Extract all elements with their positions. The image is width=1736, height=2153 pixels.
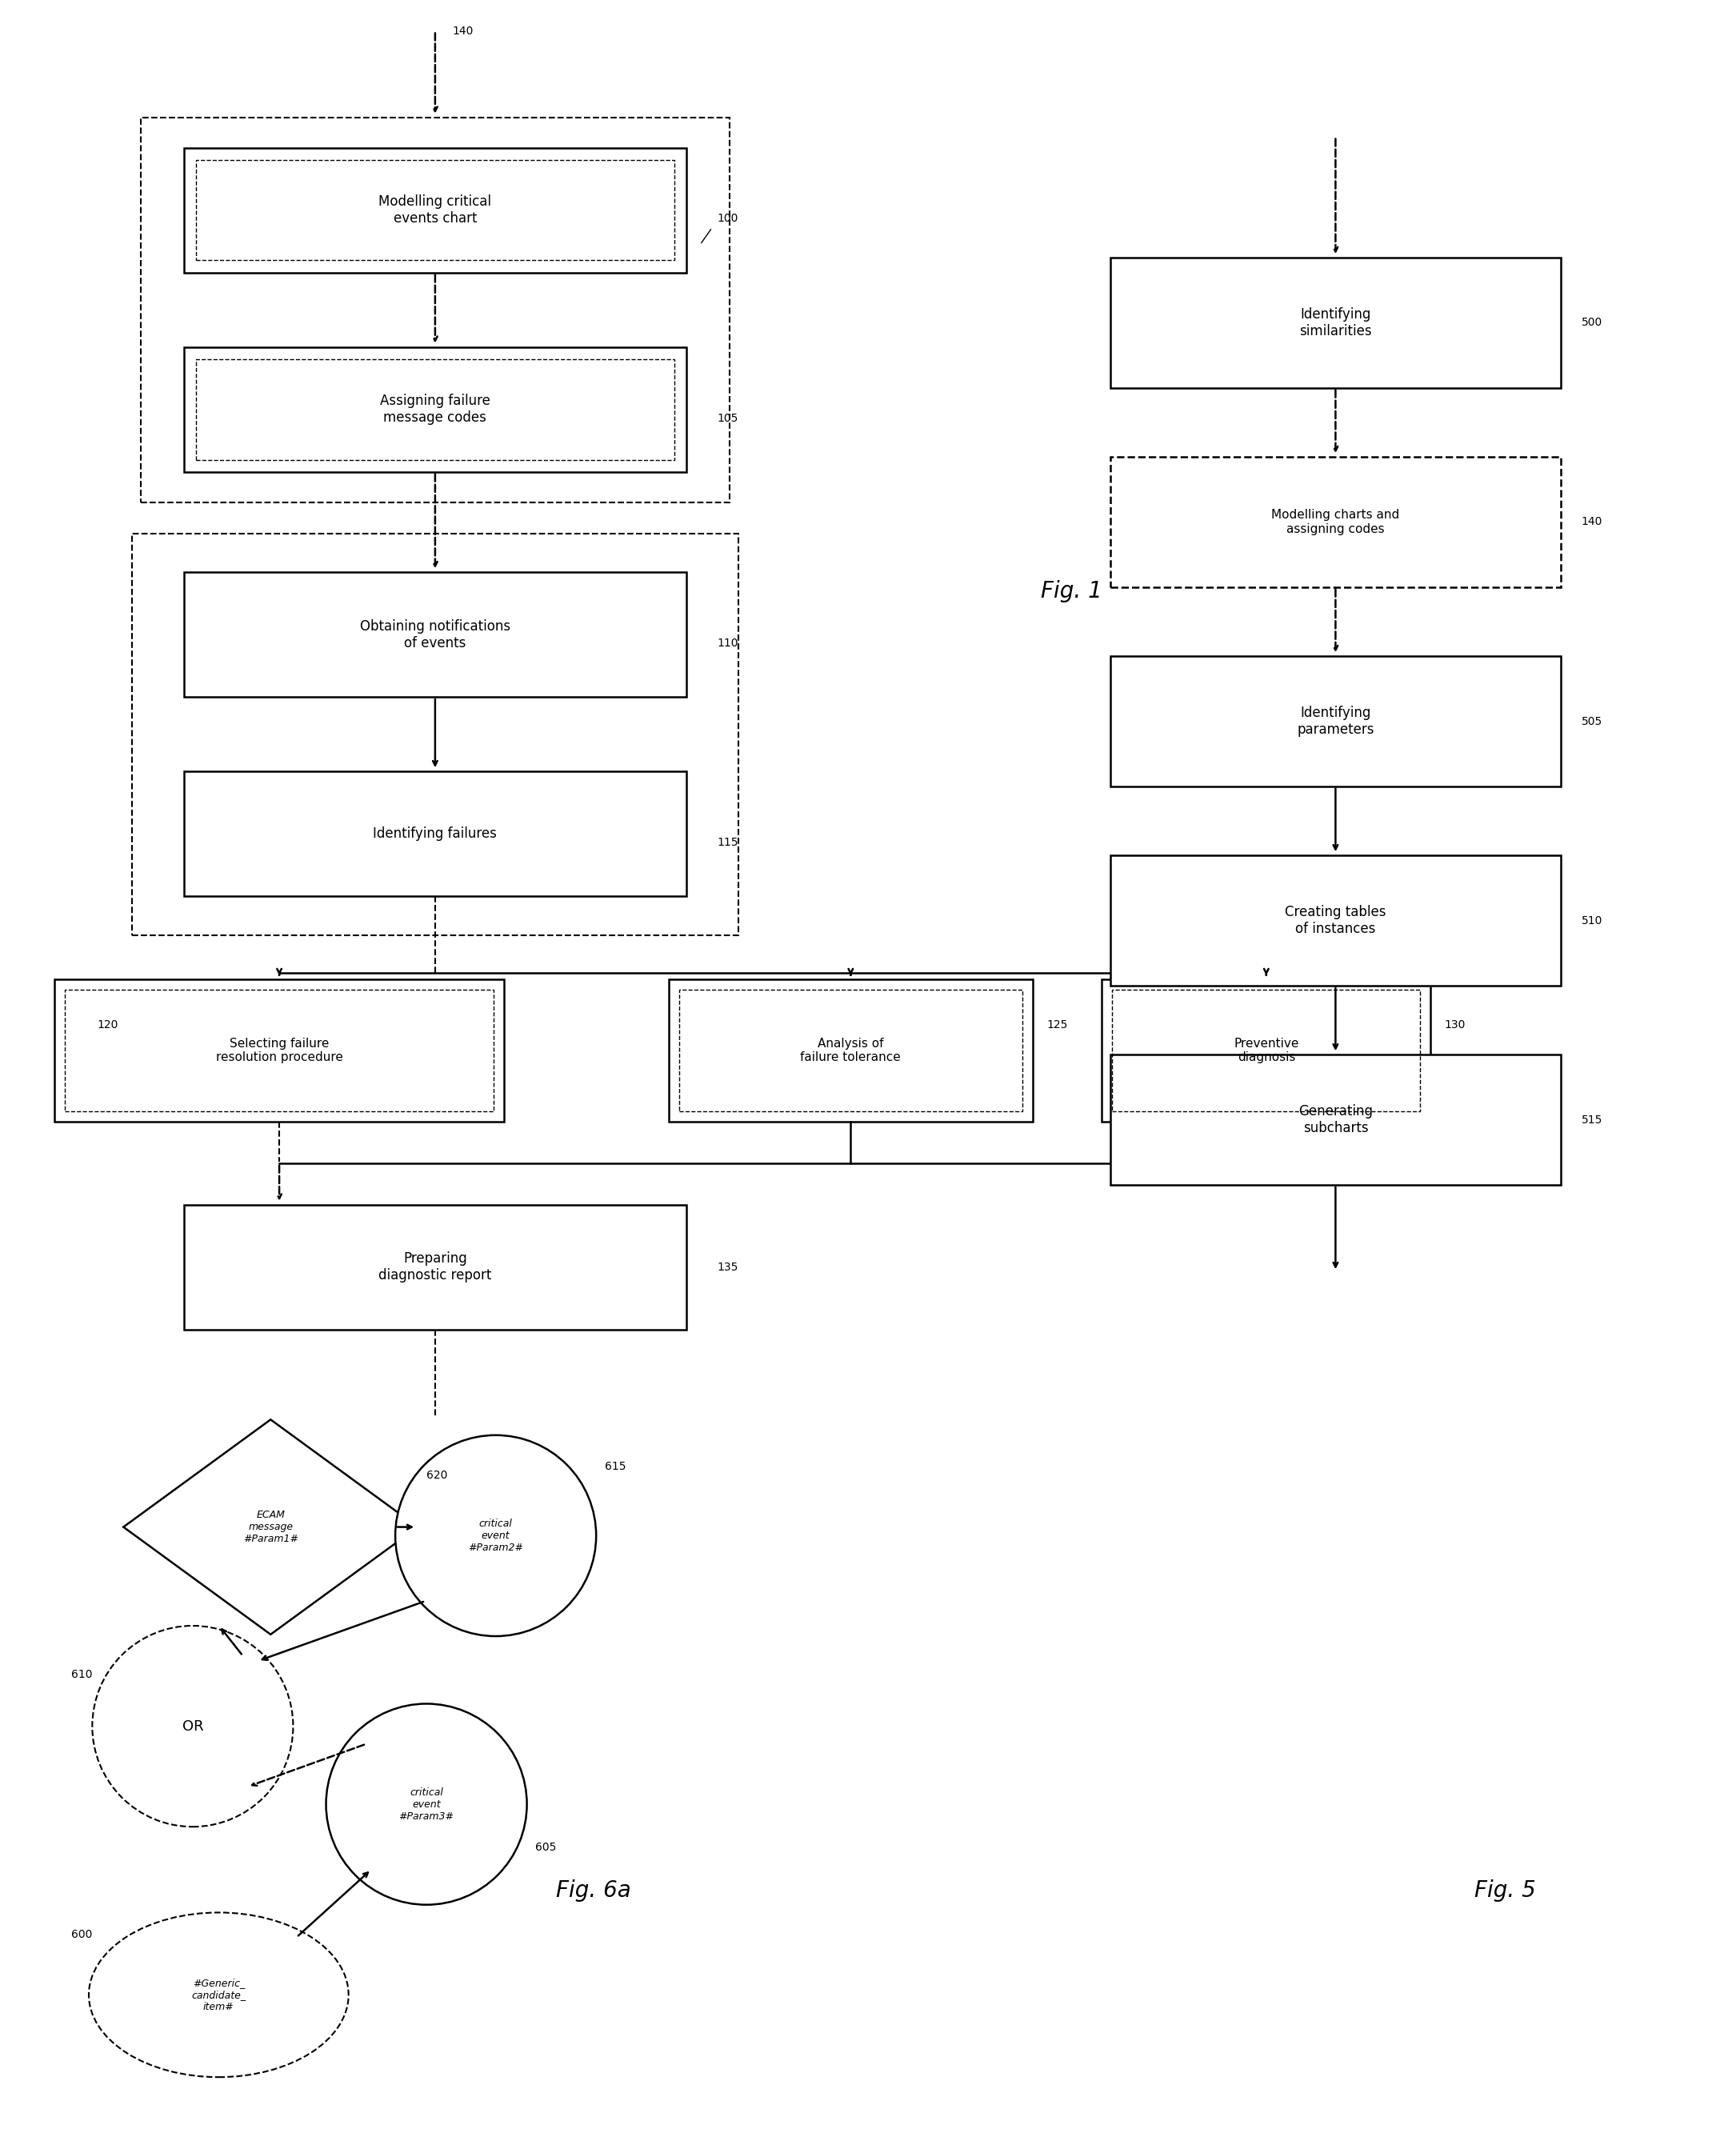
Text: 140: 140	[1581, 517, 1602, 527]
Text: Preparing
diagnostic report: Preparing diagnostic report	[378, 1251, 491, 1283]
Bar	[196, 159, 674, 261]
Text: 125: 125	[1047, 1018, 1068, 1029]
Text: 615: 615	[604, 1460, 627, 1473]
Text: 110: 110	[717, 637, 738, 648]
Text: Generating
subcharts: Generating subcharts	[1299, 1104, 1373, 1135]
Text: Identifying failures: Identifying failures	[373, 827, 496, 842]
Circle shape	[326, 1703, 528, 1905]
Bar	[196, 360, 674, 459]
Bar	[1111, 258, 1561, 388]
Bar	[64, 990, 495, 1111]
Text: #Generic_
candidate_
item#: #Generic_ candidate_ item#	[191, 1979, 247, 2013]
Ellipse shape	[89, 1912, 349, 2078]
Text: ECAM
message
#Param1#: ECAM message #Param1#	[243, 1509, 299, 1544]
Text: Modelling critical
events chart: Modelling critical events chart	[378, 194, 491, 226]
Text: Identifying
parameters: Identifying parameters	[1297, 706, 1375, 736]
Bar	[679, 990, 1023, 1111]
Text: Identifying
similarities: Identifying similarities	[1299, 308, 1371, 338]
Text: Assigning failure
message codes: Assigning failure message codes	[380, 394, 490, 424]
Bar	[132, 534, 738, 934]
Bar	[184, 347, 686, 472]
Text: Creating tables
of instances: Creating tables of instances	[1285, 904, 1385, 937]
Text: critical
event
#Param2#: critical event #Param2#	[469, 1518, 523, 1552]
Bar	[1111, 657, 1561, 786]
Text: 500: 500	[1581, 316, 1602, 329]
Bar	[1102, 980, 1430, 1122]
Bar	[54, 980, 505, 1122]
Bar	[141, 118, 729, 502]
Circle shape	[396, 1436, 595, 1636]
Bar	[1113, 990, 1420, 1111]
Text: Preventive
diagnosis: Preventive diagnosis	[1234, 1038, 1299, 1064]
Text: 605: 605	[535, 1843, 557, 1854]
Text: Modelling charts and
assigning codes: Modelling charts and assigning codes	[1271, 508, 1399, 534]
Bar	[1111, 1055, 1561, 1184]
Bar	[184, 149, 686, 273]
Text: 620: 620	[427, 1468, 448, 1481]
Text: 105: 105	[717, 413, 738, 424]
Text: 115: 115	[717, 838, 738, 848]
Text: Selecting failure
resolution procedure: Selecting failure resolution procedure	[215, 1038, 342, 1064]
Text: Fig. 5: Fig. 5	[1474, 1880, 1535, 1901]
Text: 135: 135	[717, 1262, 738, 1272]
Text: 610: 610	[71, 1669, 92, 1679]
Text: 510: 510	[1581, 915, 1602, 926]
Bar	[184, 573, 686, 698]
Bar	[1111, 456, 1561, 588]
Text: Obtaining notifications
of events: Obtaining notifications of events	[359, 620, 510, 650]
Bar	[184, 771, 686, 896]
Text: 515: 515	[1581, 1115, 1602, 1126]
Text: critical
event
#Param3#: critical event #Param3#	[399, 1787, 455, 1821]
Text: Fig. 1: Fig. 1	[1042, 579, 1102, 603]
Text: Analysis of
failure tolerance: Analysis of failure tolerance	[800, 1038, 901, 1064]
Text: OR: OR	[182, 1718, 203, 1733]
Bar	[1111, 855, 1561, 986]
Text: 505: 505	[1581, 715, 1602, 728]
Text: 600: 600	[71, 1929, 92, 1940]
Polygon shape	[123, 1419, 418, 1634]
Bar	[668, 980, 1033, 1122]
Text: 120: 120	[97, 1018, 118, 1029]
Text: Fig. 6a: Fig. 6a	[556, 1880, 632, 1901]
Bar	[184, 1206, 686, 1328]
Text: 140: 140	[453, 26, 474, 37]
Circle shape	[92, 1626, 293, 1826]
Text: 130: 130	[1444, 1018, 1465, 1029]
Text: 100: 100	[717, 213, 738, 224]
